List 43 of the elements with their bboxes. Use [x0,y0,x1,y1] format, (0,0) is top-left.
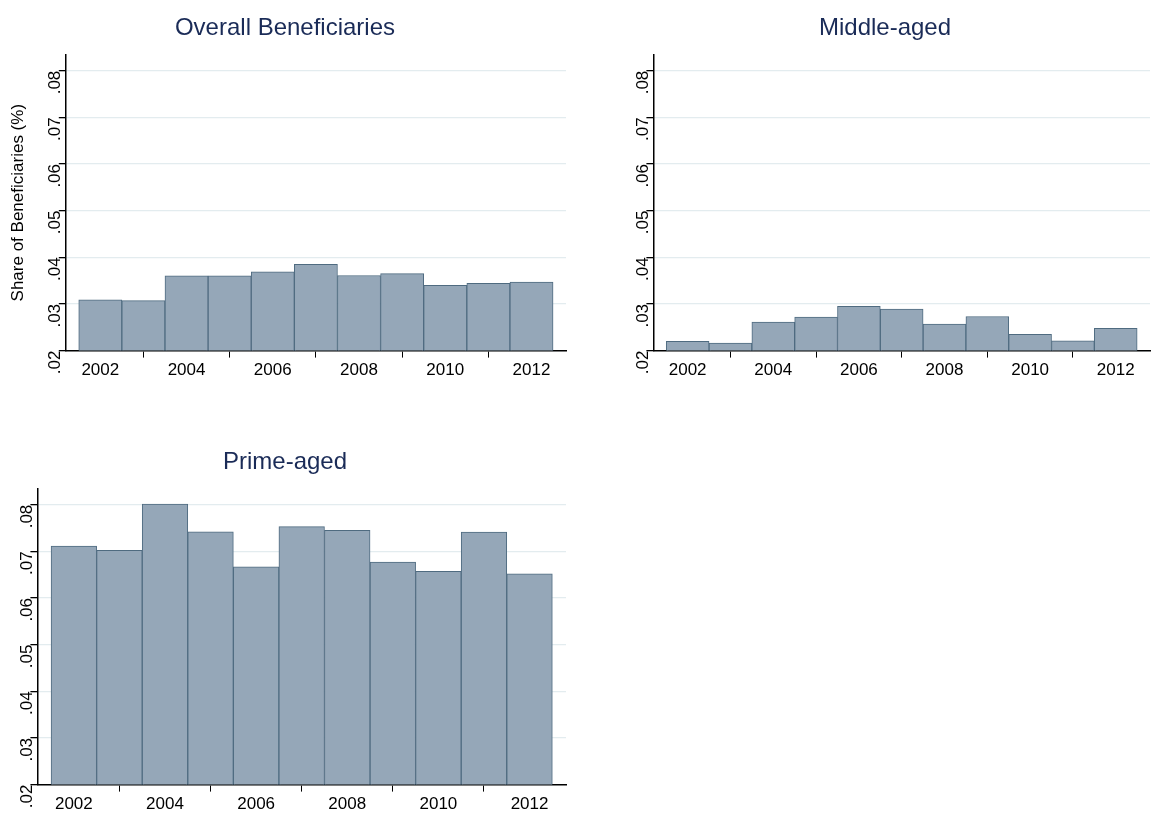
chart-title: Overall Beneficiaries [174,13,396,41]
x-tick-label: 2006 [237,794,276,814]
y-tick-label: .06 [45,163,65,188]
chart-title: Prime-aged [222,447,348,475]
y-tick-label: .03 [45,303,65,328]
y-tick-label: .02 [633,350,653,375]
x-tick-label: 2008 [925,360,964,380]
y-tick-label: .06 [17,597,37,622]
x-tick-label: 2012 [512,360,551,380]
x-tick-label: 2006 [839,360,878,380]
y-tick-label: .04 [633,257,653,281]
x-tick-label: 2004 [146,794,184,814]
x-tick-label: 2004 [167,360,206,380]
x-tick-label: 2010 [1011,360,1050,380]
y-tick-label: .07 [17,551,37,575]
y-tick-label: .08 [17,504,37,529]
y-tick-label: .05 [17,644,37,669]
y-tick-label: .08 [45,70,65,95]
y-tick-label: .04 [45,257,65,281]
x-tick-label: 2002 [668,360,707,380]
x-tick-label: 2010 [426,360,465,380]
x-tick-label: 2002 [54,794,93,814]
y-tick-label: .06 [633,163,653,188]
y-tick-label: .07 [45,117,65,141]
x-tick-label: 2010 [419,794,458,814]
x-tick-label: 2012 [1096,360,1135,380]
y-tick-label: .05 [45,210,65,235]
y-tick-label: .02 [17,784,37,809]
x-tick-label: 2012 [510,794,549,814]
x-tick-label: 2008 [328,794,367,814]
chart-title: Middle-aged [818,13,952,41]
x-tick-label: 2008 [340,360,378,380]
y-axis-title: Share of Beneficiaries (%) [7,103,27,302]
x-tick-label: 2002 [81,360,120,380]
x-tick-label: 2004 [754,360,793,380]
y-tick-label: .03 [633,303,653,328]
y-tick-label: .08 [633,70,653,95]
x-tick-label: 2006 [253,360,292,380]
y-tick-label: .07 [633,117,653,141]
y-tick-label: .03 [17,737,37,762]
y-tick-label: .04 [17,691,37,715]
y-tick-label: .02 [45,350,65,375]
y-tick-label: .05 [633,210,653,235]
